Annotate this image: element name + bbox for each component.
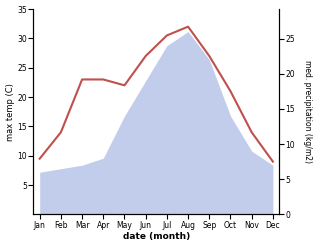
X-axis label: date (month): date (month) [123,232,190,242]
Y-axis label: max temp (C): max temp (C) [5,83,15,141]
Y-axis label: med. precipitation (kg/m2): med. precipitation (kg/m2) [303,60,313,163]
